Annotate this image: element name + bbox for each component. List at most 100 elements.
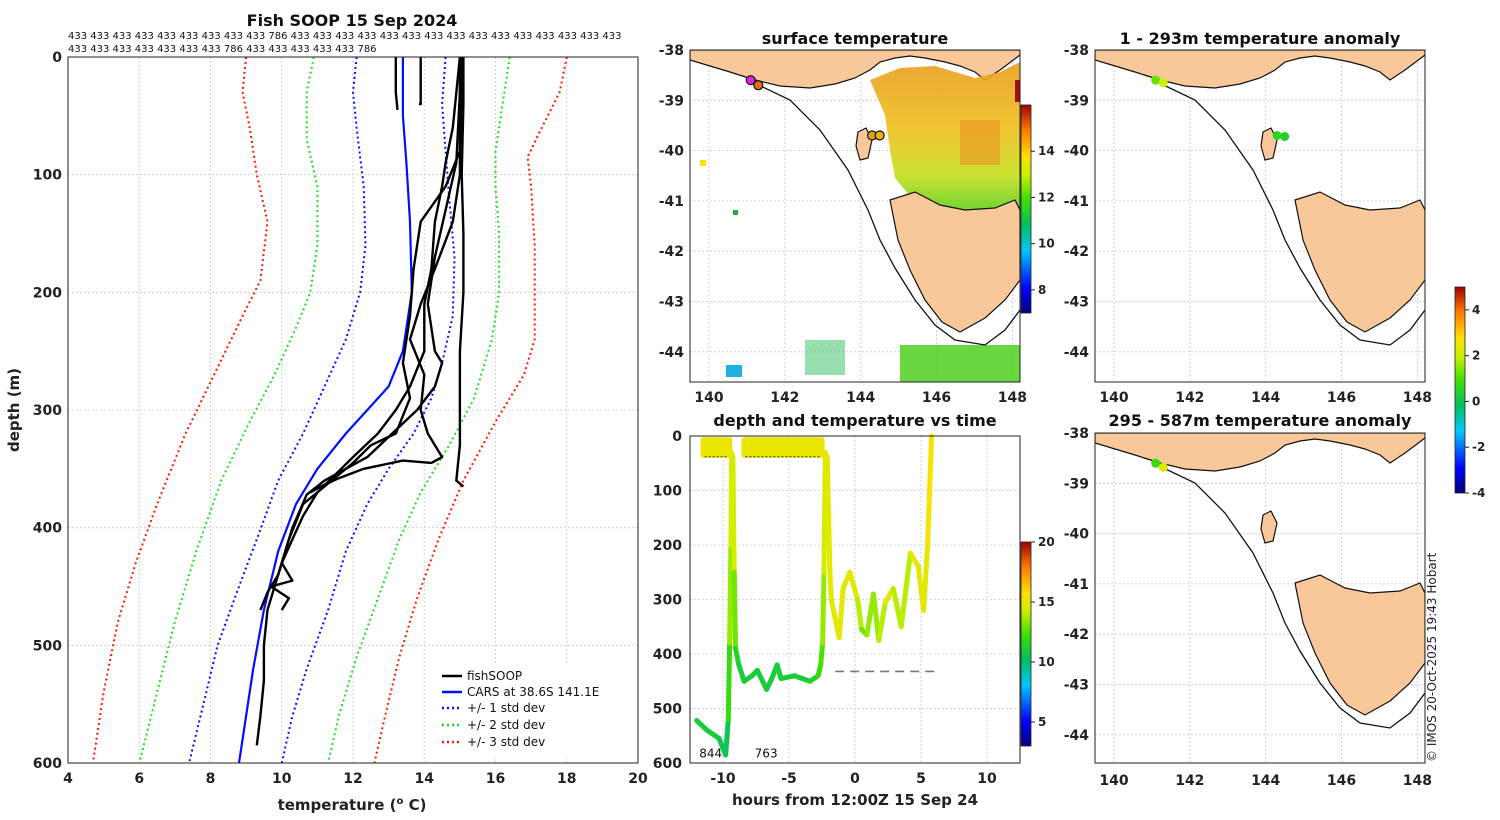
timeseries-colorbar-tick-label: 15 [1038, 595, 1055, 609]
sst-pixel [726, 365, 742, 377]
anomaly-colorbar-tick-label: -4 [1472, 486, 1485, 500]
timeseries-annotation: 844 [699, 747, 722, 761]
anom-upper-lat-label: -38 [1064, 43, 1089, 59]
sst-lon-label: 146 [922, 390, 951, 406]
anom-upper-lat-label: -39 [1064, 93, 1089, 109]
sst-stations [745, 75, 885, 141]
timeseries-track-segment [731, 569, 739, 652]
anom-lower-point [1151, 458, 1161, 468]
profile-xtick-label: 4 [63, 771, 73, 787]
profile-series-line [255, 56, 462, 746]
timeseries-colorbar-tick-label: 5 [1038, 715, 1046, 729]
timeseries-xtick-label: 0 [850, 771, 860, 787]
timeseries-track: 844 763 [694, 433, 935, 761]
timeseries-track-segment [824, 455, 833, 575]
anom-upper-lat-label: -41 [1064, 194, 1089, 210]
profile-xtick-label: 20 [628, 771, 648, 787]
timeseries-track-segment [821, 449, 828, 575]
timeseries-xlabel: hours from 12:00Z 15 Sep 24 [732, 791, 978, 809]
anomaly-colorbar-tick-label: -2 [1472, 440, 1485, 454]
sst-lat-label: -39 [659, 93, 684, 109]
sst-colorbar-ticks: 8 10 12 14 [1031, 144, 1055, 297]
profile-series-line [327, 56, 511, 764]
anom-lower-title: 295 - 587m temperature anomaly [1109, 411, 1412, 430]
timeseries-track-segment [827, 569, 834, 602]
anom-upper-grid [1095, 50, 1425, 382]
anom-upper-point [1272, 131, 1282, 141]
profile-grid [67, 56, 639, 764]
anom-upper-tick-labels: 140 142 144 146 148 -38 -39 -40 -41 -42 -43 -44 [1064, 43, 1432, 406]
anom-lower-lat-label: -44 [1064, 728, 1090, 744]
timeseries-colorbar [1020, 541, 1032, 747]
timeseries-track-segment [730, 455, 737, 575]
profile-series-line [269, 56, 463, 611]
anom-lower-lon-label: 146 [1327, 773, 1356, 789]
timeseries-xtick-label: -10 [710, 771, 736, 787]
profile-series-line [91, 56, 269, 764]
profile-series-line [394, 57, 399, 111]
sst-map-area [690, 50, 1020, 382]
timeseries-track-segment [836, 586, 846, 641]
profile-panel: Fish SOOP 15 Sep 2024 433 433 433 433 43… [5, 11, 648, 814]
timeseries-surface-block [741, 437, 825, 458]
anom-lower-lat-label: -38 [1064, 426, 1089, 442]
sst-southern-patch [900, 345, 1020, 382]
anom-upper-lon-label: 142 [1175, 390, 1204, 406]
timeseries-track-segment [898, 550, 913, 630]
timeseries-track-segment [847, 569, 861, 602]
sst-lon-label: 140 [694, 390, 723, 406]
profile-ytick-label: 300 [33, 403, 62, 419]
sst-southern-patch [805, 340, 845, 375]
sst-colorbar [1020, 104, 1032, 314]
anom-lower-lat-label: -40 [1064, 527, 1090, 543]
sst-pixel [700, 160, 706, 166]
sst-lon-label: 142 [770, 390, 799, 406]
sst-lat-label: -43 [659, 295, 684, 311]
timeseries-track-segment [876, 599, 888, 643]
profile-xtick-label: 16 [486, 771, 505, 787]
timeseries-track-segment [736, 662, 747, 684]
anom-lower-lon-label: 140 [1099, 773, 1128, 789]
anom-lower-lat-label: -39 [1064, 476, 1089, 492]
timeseries-track-segment [791, 673, 813, 684]
profile-ytick-label: 200 [33, 285, 62, 301]
timeseries-ytick-label: 100 [653, 484, 682, 500]
profile-series-line [237, 57, 413, 764]
anom-upper-points [1151, 75, 1290, 142]
timeseries-frame [689, 435, 1021, 764]
anom-lower-point [1158, 462, 1168, 472]
anom-lower-lat-label: -41 [1064, 577, 1089, 593]
anom-lower-panel: 295 - 587m temperature anomaly 140 142 144… [1064, 411, 1432, 789]
sst-lat-label: -41 [659, 194, 684, 210]
sst-colorbar-tick-label: 10 [1038, 237, 1055, 251]
timeseries-track-segment [733, 646, 742, 668]
timeseries-track-segment [855, 597, 865, 632]
profile-top-labels-row1: 433 433 433 433 433 433 433 433 433 786 … [68, 31, 621, 42]
anom-lower-lon-label: 142 [1175, 773, 1204, 789]
legend-item-3std: +/- 3 std dev [467, 735, 545, 749]
profile-top-labels-row2: 433 433 433 433 433 433 433 786 433 433 … [68, 44, 377, 55]
profile-xtick-label: 6 [134, 771, 144, 787]
profile-xtick-label: 12 [343, 771, 362, 787]
anomaly-colorbar-ticks: 4 2 0 -2 -4 [1465, 303, 1485, 500]
anom-lower-shelf-contour [1152, 462, 1425, 729]
anom-upper-lat-label: -42 [1064, 244, 1089, 260]
sst-colorbar-tick-label: 14 [1038, 144, 1055, 158]
anomaly-colorbar-tick-label: 2 [1472, 349, 1480, 363]
timeseries-ytick-label: 500 [653, 702, 682, 718]
sst-map-title: surface temperature [762, 29, 949, 48]
sst-map-frame [689, 49, 1021, 383]
anomaly-colorbar-tick-label: 0 [1472, 394, 1480, 408]
profile-series-line [188, 56, 367, 764]
sst-station-marker [753, 80, 764, 91]
sst-shelf-contour [747, 79, 1020, 346]
sst-lat-label: -38 [659, 43, 684, 59]
timeseries-ytick-label: 400 [653, 647, 682, 663]
timeseries-track-segment [727, 542, 734, 646]
anom-upper-lon-label: 140 [1099, 390, 1128, 406]
profile-ytick-label: 500 [33, 638, 62, 654]
anom-lower-land-tasmania [1294, 574, 1425, 716]
